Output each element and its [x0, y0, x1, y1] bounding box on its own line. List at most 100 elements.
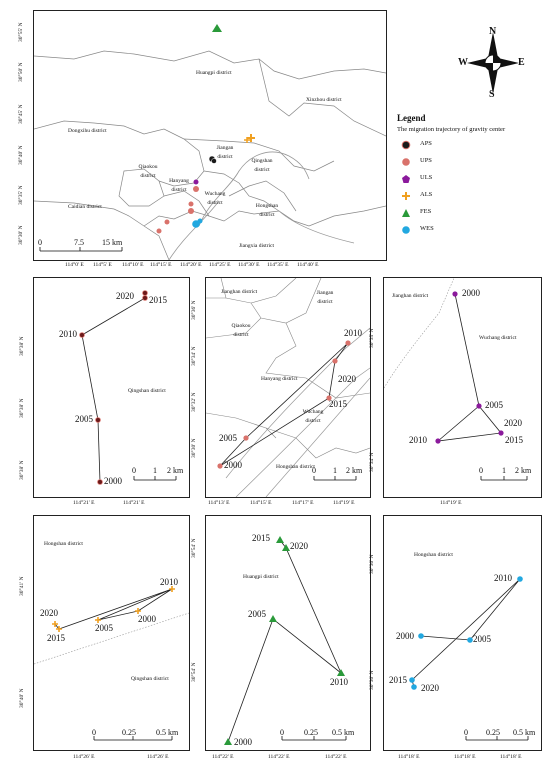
- aps-panel: 2020 2015 2010 2005 2000 Qingshan distri…: [33, 277, 190, 498]
- aps-lon-tick-2: 114°21' E: [123, 500, 145, 506]
- aps-year-2000: 2000: [104, 476, 122, 486]
- ups-scale-2: 2 km: [346, 466, 363, 475]
- main-lon-tick-9: 114°40' E: [297, 262, 319, 268]
- ups-scale-1: 1: [333, 466, 337, 475]
- main-lat-tick-5: 30°35' N: [18, 185, 24, 205]
- wes-year-2005: 2005: [473, 634, 491, 644]
- fes-scale-2: 0.5 km: [332, 728, 355, 737]
- main-lon-tick-4: 114°15' E: [150, 262, 172, 268]
- district-label-hanyang: Hanyang district: [169, 178, 189, 193]
- uls-year-2005: 2005: [485, 400, 503, 410]
- main-lon-tick-3: 114°10' E: [122, 262, 144, 268]
- wes-district-label: Hongshan district: [414, 552, 453, 558]
- als-panel: Hongshan district Qingshan district 2010…: [33, 515, 190, 751]
- als-year-2000: 2000: [138, 614, 156, 624]
- aps-scale-2: 2 km: [167, 466, 184, 475]
- district-label-jiangxia: Jiangxia district: [239, 243, 274, 249]
- fes-panel: Huangpi district 2015 2020 2005 2010 200…: [205, 515, 371, 751]
- uls-lat-tick-2: 30°34' N: [369, 452, 375, 472]
- aps-trajectory: [79, 290, 177, 485]
- uls-panel: Jianghan district Wuchang district 2000 …: [383, 277, 542, 498]
- als-trajectory: [34, 586, 189, 741]
- main-map-boundaries: [34, 24, 386, 260]
- als-lat-tick-2: 30°40' N: [19, 688, 25, 708]
- aps-lon-tick-1: 114°21' E: [73, 500, 95, 506]
- legend-label-aps: APS: [420, 140, 432, 147]
- fes-year-2015: 2015: [252, 533, 270, 543]
- als-marker-icon: [402, 192, 410, 200]
- district-label-wuchang: Wuchang district: [204, 191, 226, 206]
- fes-lon-tick-3: 114°22' E: [325, 754, 347, 760]
- ups-district-qiaokou: Qiaokou district: [231, 323, 251, 338]
- uls-trajectory: [384, 278, 528, 481]
- fes-scale-0: 0: [280, 728, 284, 737]
- district-label-qingshan: Qingshan district: [251, 158, 273, 173]
- fes-lat-tick-2: 30°54' N: [191, 662, 197, 682]
- ups-lon-tick-2: 114°15' E: [250, 500, 272, 506]
- district-label-xinzhou: Xinzhou district: [306, 97, 342, 103]
- wes-panel: Hongshan district 2010 2000 2005 2015 20…: [383, 515, 542, 751]
- district-label-caidian: Caidian district: [68, 204, 102, 210]
- wes-marker-icon: [402, 226, 410, 234]
- uls-scale-1: 1: [502, 466, 506, 475]
- ups-year-2000: 2000: [224, 460, 242, 470]
- als-lon-tick-2: 114°26' E: [147, 754, 169, 760]
- als-lat-tick-1: 30°41' N: [19, 576, 25, 596]
- wes-lon-tick-2: 114°18' E: [454, 754, 476, 760]
- ups-marker-icon: [402, 158, 410, 166]
- als-scale-2: 0.5 km: [156, 728, 179, 737]
- uls-marker-icon: [402, 175, 410, 183]
- main-lat-tick-6: 30°30' N: [18, 225, 24, 245]
- ups-year-2010: 2010: [344, 328, 362, 338]
- aps-scale-0: 0: [132, 466, 136, 475]
- aps-lat-tick-3: 30°38' N: [19, 460, 25, 480]
- main-lon-tick-5: 114°20' E: [180, 262, 202, 268]
- aps-lat-tick-2: 30°38' N: [19, 398, 25, 418]
- fes-trajectory: [224, 536, 347, 745]
- compass-s: S: [489, 89, 495, 100]
- main-lon-tick-1: 114°0' E: [65, 262, 84, 268]
- ups-year-2020: 2020: [338, 374, 356, 384]
- wes-scale-0: 0: [464, 728, 468, 737]
- aps-year-2010: 2010: [59, 329, 77, 339]
- wes-lat-tick-2: 30°30' N: [369, 670, 375, 690]
- ups-district-hanyang: Hanyang district: [261, 376, 298, 382]
- wes-year-2010: 2010: [494, 573, 512, 583]
- uls-year-2000: 2000: [462, 288, 480, 298]
- ups-lon-tick-4: 114°19' E: [333, 500, 355, 506]
- als-year-2020: 2020: [40, 608, 58, 618]
- district-label-hongshan: Hongshan district: [255, 203, 279, 218]
- uls-year-2010: 2010: [409, 435, 427, 445]
- uls-year-2020: 2020: [504, 418, 522, 428]
- uls-scale-2: 2 km: [515, 466, 532, 475]
- fes-year-2010: 2010: [330, 677, 348, 687]
- legend-label-ups: UPS: [420, 157, 432, 164]
- als-year-2010: 2010: [160, 577, 178, 587]
- ups-boundaries-trajectory: [206, 278, 370, 497]
- aps-district-label: Qingshan district: [128, 388, 166, 394]
- aps-year-2015: 2015: [149, 295, 167, 305]
- main-map-panel: Huangpi district Xinzhou district Dongxi…: [33, 10, 387, 261]
- uls-lat-tick-1: 30°35' N: [369, 328, 375, 348]
- compass-n: N: [489, 26, 497, 37]
- wes-year-2020: 2020: [421, 683, 439, 693]
- legend-label-wes: WES: [420, 225, 434, 232]
- fes-year-2000: 2000: [234, 737, 252, 747]
- compass-w: W: [458, 57, 468, 68]
- fes-lon-tick-1: 114°22' E: [212, 754, 234, 760]
- main-lat-tick-3: 30°45' N: [18, 104, 24, 124]
- ups-lat-tick-2: 30°34' N: [191, 346, 197, 366]
- legend-label-fes: FES: [420, 208, 432, 215]
- aps-year-2005: 2005: [75, 414, 93, 424]
- wes-trajectory: [409, 576, 529, 741]
- ups-district-jianghan: Jianghan district: [221, 289, 258, 295]
- fes-district-label: Huangpi district: [243, 574, 279, 580]
- aps-year-2020: 2020: [116, 291, 134, 301]
- fes-year-2005: 2005: [248, 609, 266, 619]
- ups-district-hongshan: Hongshan district: [276, 464, 315, 470]
- main-lat-tick-2: 30°50' N: [18, 62, 24, 82]
- compass-e: E: [518, 57, 525, 68]
- ups-lat-tick-4: 30°30' N: [191, 438, 197, 458]
- ups-district-jiangan: Jiangan district: [316, 290, 334, 305]
- als-district-hongshan: Hongshan district: [44, 541, 83, 547]
